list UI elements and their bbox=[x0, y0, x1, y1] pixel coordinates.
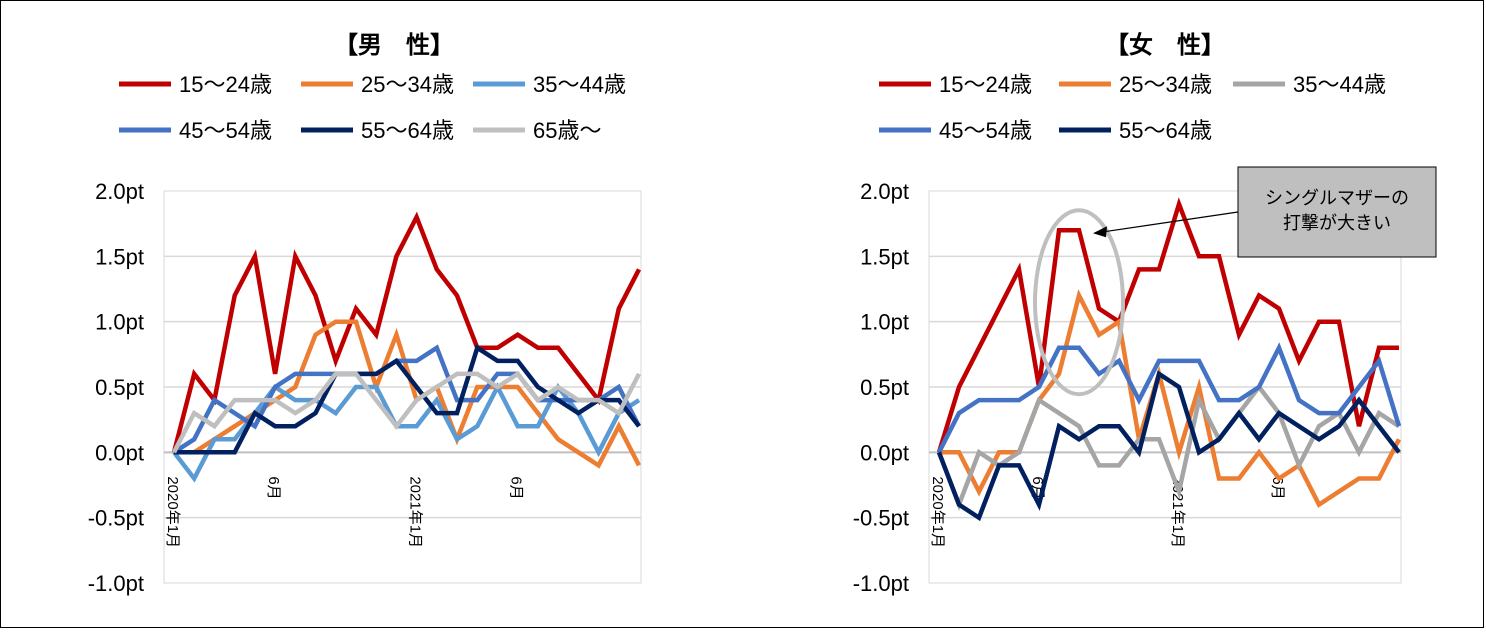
y-tick-label: 2.0pt bbox=[95, 179, 144, 204]
legend-label: 35〜44歳 bbox=[1293, 72, 1386, 97]
series-line bbox=[936, 370, 1401, 522]
y-tick-label: 1.5pt bbox=[860, 244, 909, 269]
chart-title: 【女 性】 bbox=[1105, 31, 1225, 59]
legend-entry: 25〜34歳 bbox=[301, 72, 454, 97]
legend-entry: 35〜44歳 bbox=[1233, 72, 1386, 97]
arrow-head bbox=[1093, 226, 1107, 238]
annotation-box bbox=[1237, 166, 1437, 258]
annotation-text: シングルマザーの bbox=[1265, 188, 1409, 208]
legend-label: 25〜34歳 bbox=[1119, 72, 1212, 97]
legend-label: 15〜24歳 bbox=[179, 72, 272, 97]
highlight-ellipse bbox=[1033, 208, 1125, 397]
series-line bbox=[174, 344, 641, 455]
legend-label: 55〜64歳 bbox=[361, 118, 454, 143]
legend-label: 15〜24歳 bbox=[939, 72, 1032, 97]
legend-label: 65歳〜 bbox=[533, 118, 601, 143]
x-tick-label: 2020年1月 bbox=[929, 476, 946, 548]
series-line bbox=[936, 342, 1402, 454]
legend-label: 35〜44歳 bbox=[533, 72, 626, 97]
series-line bbox=[171, 370, 642, 454]
legend-entry: 65歳〜 bbox=[473, 118, 601, 143]
annotation-arrow bbox=[1100, 211, 1239, 233]
legend-entry: 25〜34歳 bbox=[1059, 72, 1212, 97]
series-line bbox=[171, 211, 642, 453]
y-tick-label: -1.0pt bbox=[88, 571, 144, 596]
legend-entry: 15〜24歳 bbox=[879, 72, 1032, 97]
y-tick-label: -0.5pt bbox=[853, 506, 909, 531]
x-tick-label: 6月 bbox=[265, 476, 282, 499]
chart-title: 【男 性】 bbox=[334, 32, 454, 59]
y-tick-label: 1.0pt bbox=[860, 310, 909, 335]
legend-entry: 45〜54歳 bbox=[119, 118, 272, 143]
y-tick-label: 0.5pt bbox=[95, 375, 144, 400]
x-tick-label: 6月 bbox=[508, 476, 525, 499]
series-line bbox=[936, 197, 1399, 453]
legend-label: 45〜54歳 bbox=[939, 118, 1032, 143]
y-tick-label: 2.0pt bbox=[860, 179, 909, 204]
legend-entry: 55〜64歳 bbox=[301, 118, 454, 143]
y-tick-label: 0.0pt bbox=[860, 440, 909, 465]
y-tick-label: 0.5pt bbox=[860, 375, 909, 400]
chart-panel-1: 【男 性】 15〜24歳 25〜34歳 35〜44歳 45〜54歳 55〜64歳 65歳〜 2… bbox=[88, 32, 642, 596]
x-tick-label: 2021年1月 bbox=[1169, 476, 1186, 548]
y-tick-label: 1.0pt bbox=[95, 310, 144, 335]
y-tick-label: 1.5pt bbox=[95, 244, 144, 269]
legend-entry: 45〜54歳 bbox=[879, 118, 1032, 143]
legend-entry: 55〜64歳 bbox=[1059, 118, 1212, 143]
legend-label: 25〜34歳 bbox=[361, 72, 454, 97]
x-tick-label: 2021年1月 bbox=[407, 476, 424, 548]
y-tick-label: -1.0pt bbox=[853, 571, 909, 596]
series-line bbox=[936, 383, 1401, 511]
legend-label: 55〜64歳 bbox=[1119, 118, 1212, 143]
legend-entry: 15〜24歳 bbox=[119, 72, 272, 97]
legend-entry: 35〜44歳 bbox=[473, 72, 626, 97]
chart-panel-2: 【女 性】 15〜24歳 25〜34歳 35〜44歳 45〜54歳 55〜64歳 2.0pt… bbox=[853, 31, 1437, 596]
y-tick-label: 0.0pt bbox=[95, 440, 144, 465]
y-tick-label: -0.5pt bbox=[88, 506, 144, 531]
x-tick-label: 6月 bbox=[1269, 476, 1286, 499]
x-tick-label: 2020年1月 bbox=[164, 476, 181, 548]
legend-label: 45〜54歳 bbox=[179, 118, 272, 143]
annotation-text: 打撃が大きい bbox=[1283, 213, 1391, 233]
